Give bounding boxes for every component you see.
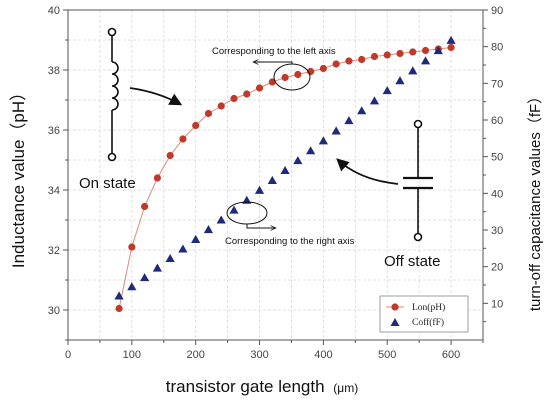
x-tick-label: 100 [123, 349, 141, 361]
on-state-label: On state [79, 175, 136, 192]
coff-data-point [318, 136, 328, 145]
y-right-tick-label: 60 [491, 115, 503, 127]
off-state-arrow [336, 158, 399, 185]
coff-data-point [331, 126, 341, 135]
coff-data-point [382, 86, 392, 95]
coff-data-point [165, 254, 175, 263]
coff-data-point [178, 244, 188, 253]
coff-data-point [369, 96, 380, 105]
legend-coff-label: Coff(fF) [412, 317, 444, 328]
y-left-tick-label: 34 [48, 185, 60, 197]
lon-data-point [383, 51, 391, 59]
legend: Lon(pH) Coff(fF) [379, 295, 469, 333]
coff-series-points [114, 35, 456, 300]
coff-data-point [229, 205, 239, 214]
right-axis-pointer [246, 224, 276, 228]
coff-data-point [408, 66, 418, 75]
lon-data-point [153, 174, 161, 182]
inductor-icon [107, 27, 119, 162]
y-left-tick-label: 32 [48, 245, 60, 257]
ticks [63, 9, 488, 345]
y-left-tick-label: 40 [48, 5, 60, 17]
lon-data-point [192, 121, 200, 130]
lon-data-point [409, 48, 417, 56]
lon-data-point [421, 46, 430, 55]
y-right-tick-label: 20 [491, 262, 503, 274]
coff-data-point [293, 156, 303, 165]
y-left-tick-label: 38 [48, 65, 60, 77]
x-tick-label: 600 [442, 349, 460, 361]
lon-data-point [319, 64, 327, 73]
legend-lon-label: Lon(pH) [412, 302, 445, 313]
lon-data-point [370, 52, 379, 61]
y-right-tick-label: 70 [491, 78, 503, 90]
left-axis-annotation: Corresponding to the left axis [212, 46, 336, 57]
coff-data-point [203, 225, 214, 234]
lon-data-point [179, 135, 187, 143]
x-tick-label: 200 [187, 349, 205, 361]
lon-data-point [115, 304, 123, 313]
y-axis-right-title: turn-off capacitance values（fF） [527, 89, 544, 311]
lon-data-point [204, 109, 213, 118]
lon-data-point [281, 73, 289, 82]
x-axis-title-unit: (μm) [333, 381, 358, 395]
lon-data-point [255, 84, 264, 92]
lon-data-point [243, 90, 251, 98]
lon-data-point [396, 49, 404, 58]
x-axis-title-main: transistor gate length [166, 377, 325, 396]
coff-data-point [127, 282, 137, 291]
legend-lon-marker [391, 303, 399, 311]
x-tick-label: 500 [378, 349, 396, 361]
lon-data-point [217, 102, 225, 110]
y-right-tick-label: 40 [491, 188, 503, 200]
coff-data-point [114, 291, 124, 300]
left-axis-pointer [253, 62, 293, 64]
coff-data-point [280, 166, 290, 175]
lon-data-point [345, 57, 353, 65]
lon-data-point [128, 243, 136, 251]
left-axis-highlight [273, 63, 311, 91]
lon-data-point [294, 70, 302, 79]
y-right-tick-label: 10 [491, 298, 503, 310]
coff-data-point [267, 175, 277, 184]
y-right-tick-label: 90 [491, 5, 503, 17]
y-left-tick-label: 30 [48, 305, 60, 317]
coff-data-point [344, 116, 354, 125]
lon-data-point [447, 43, 455, 52]
coff-data-point [152, 263, 162, 272]
coff-data-point [191, 234, 201, 243]
lon-data-point [332, 60, 340, 68]
x-tick-label: 300 [250, 349, 268, 361]
coff-data-point [306, 146, 316, 155]
lon-data-point [358, 55, 366, 64]
coff-data-point [357, 106, 367, 115]
y-right-tick-label: 50 [491, 152, 503, 164]
y-right-tick-label: 30 [491, 225, 503, 237]
x-tick-label: 0 [65, 349, 71, 361]
coff-data-point [433, 46, 443, 55]
coff-data-point [446, 35, 456, 44]
coff-data-point [254, 185, 265, 194]
coff-data-point [420, 56, 431, 65]
coff-data-point [395, 76, 405, 85]
on-state-arrow [129, 87, 183, 106]
capacitor-icon [403, 119, 433, 242]
y-left-tick-label: 36 [48, 125, 60, 137]
y-right-tick-label: 80 [491, 42, 503, 54]
right-axis-annotation: Corresponding to the right axis [225, 236, 355, 247]
coff-data-point [140, 273, 150, 282]
y-axis-left-title: Inductance value（pH） [9, 84, 28, 268]
lon-data-point [141, 202, 149, 211]
lon-data-point [166, 151, 174, 160]
x-tick-label: 400 [314, 349, 332, 361]
x-axis-title: transistor gate length (μm) [166, 377, 358, 396]
lon-data-point [230, 94, 238, 103]
coff-data-point [216, 215, 226, 224]
legend-coff-marker [390, 318, 400, 326]
tick-labels: 0 100 200 300 400 500 600 30 32 34 36 38 40 10 20 30 40 5… [48, 5, 504, 361]
off-state-label: Off state [384, 253, 440, 270]
